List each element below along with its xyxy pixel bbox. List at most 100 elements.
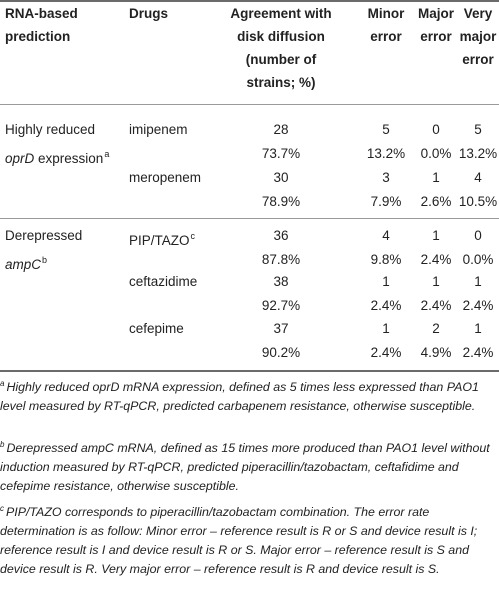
very-major-percent: 2.4% [462, 298, 494, 313]
very-major-error-cell: 4 10.5% [453, 166, 499, 214]
major-error-cell: 2 4.9% [415, 317, 457, 365]
group-label-line: Highly reduced [5, 122, 96, 137]
agreement-count: 38 [273, 274, 289, 289]
major-count: 2 [432, 321, 440, 336]
drug-name: meropenem [129, 170, 202, 185]
group-label-line: Derepressed [5, 228, 83, 243]
header-minor-error: Minor error [360, 2, 412, 48]
very-major-error-cell: 1 2.4% [453, 270, 499, 318]
footnote-mark: a [104, 149, 110, 159]
agreement-count: 37 [273, 321, 289, 336]
major-percent: 2.4% [420, 298, 452, 313]
header-very-major-line: major [459, 29, 497, 44]
footnote-text: Derepressed ampC mRNA, defined as 15 tim… [0, 441, 490, 493]
very-major-error-cell: 0 0.0% [453, 224, 499, 272]
header-agreement-line: (number of [245, 52, 317, 67]
minor-count: 5 [382, 122, 390, 137]
group-label-oprd: Highly reduced oprD expressiona [5, 118, 109, 171]
header-drugs: Drugs [129, 2, 168, 25]
agreement-cell: 38 92.7% [210, 270, 352, 318]
very-major-count: 0 [474, 228, 482, 243]
drug-name: PIP/TAZOc [129, 224, 195, 253]
minor-error-cell: 5 13.2% [360, 118, 412, 166]
agreement-percent: 78.9% [261, 194, 301, 209]
header-very-major-line: error [462, 52, 494, 67]
footnote-b: b Derepressed ampC mRNA, defined as 15 ti… [0, 436, 499, 496]
major-error-cell: 1 2.4% [415, 224, 457, 272]
agreement-percent: 90.2% [261, 345, 301, 360]
header-drugs-label: Drugs [129, 6, 169, 21]
footnote-mark: c [190, 231, 196, 241]
minor-percent: 13.2% [366, 146, 406, 161]
header-major-error: Major error [415, 2, 457, 48]
agreement-percent: 87.8% [261, 252, 301, 267]
header-prediction-line: RNA-based [5, 6, 78, 21]
very-major-count: 4 [474, 170, 482, 185]
header-very-major-error: Very major error [453, 2, 499, 71]
very-major-count: 1 [474, 274, 482, 289]
agreement-cell: 28 73.7% [210, 118, 352, 166]
header-agreement-line: strains; %) [246, 75, 316, 90]
gene-name: oprD [5, 151, 35, 166]
group-label-ampc: Derepressed ampCb [5, 224, 82, 277]
agreement-count: 28 [273, 122, 289, 137]
header-rule [0, 104, 499, 105]
agreement-count: 36 [273, 228, 289, 243]
footnote-mark: c [0, 504, 4, 513]
minor-percent: 2.4% [370, 345, 402, 360]
group-label-rest: expression [34, 151, 104, 166]
very-major-percent: 2.4% [462, 345, 494, 360]
major-percent: 2.4% [420, 252, 452, 267]
header-minor-line: Minor [367, 6, 405, 21]
very-major-percent: 10.5% [458, 194, 498, 209]
minor-percent: 7.9% [370, 194, 402, 209]
major-percent: 0.0% [420, 146, 452, 161]
header-major-line: error [420, 29, 452, 44]
minor-count: 4 [382, 228, 390, 243]
major-percent: 4.9% [420, 345, 452, 360]
group-label-line: ampCb [5, 248, 82, 277]
header-minor-line: error [370, 29, 402, 44]
footnote-text: Highly reduced oprD mRNA expression, def… [0, 380, 479, 413]
major-count: 1 [432, 170, 440, 185]
group-label-line: oprD expressiona [5, 142, 109, 171]
very-major-count: 1 [474, 321, 482, 336]
drug-name: cefepime [129, 321, 184, 336]
footnote-mark: a [0, 379, 5, 388]
header-agreement: Agreement with disk diffusion (number of… [210, 2, 352, 94]
group-rule [0, 218, 499, 219]
minor-error-cell: 1 2.4% [360, 317, 412, 365]
header-very-major-line: Very [463, 6, 493, 21]
header-agreement-line: disk diffusion [237, 29, 325, 44]
top-rule [0, 0, 499, 2]
major-count: 1 [432, 228, 440, 243]
bottom-rule [0, 370, 499, 372]
agreement-cell: 37 90.2% [210, 317, 352, 365]
drug-name: imipenem [129, 122, 188, 137]
minor-percent: 9.8% [370, 252, 402, 267]
agreement-count: 30 [273, 170, 289, 185]
minor-count: 1 [382, 321, 390, 336]
drug-name: ceftazidime [129, 274, 198, 289]
minor-percent: 2.4% [370, 298, 402, 313]
very-major-percent: 0.0% [462, 252, 494, 267]
header-agreement-line: Agreement with [230, 6, 332, 21]
major-error-cell: 1 2.4% [415, 270, 457, 318]
footnote-mark: b [0, 440, 5, 449]
agreement-percent: 92.7% [261, 298, 301, 313]
major-count: 1 [432, 274, 440, 289]
footnote-a: a Highly reduced oprD mRNA expression, de… [0, 375, 499, 416]
drug-label: PIP/TAZO [129, 233, 190, 248]
major-count: 0 [432, 122, 440, 137]
minor-count: 3 [382, 170, 390, 185]
minor-error-cell: 4 9.8% [360, 224, 412, 272]
very-major-count: 5 [474, 122, 482, 137]
very-major-percent: 13.2% [458, 146, 498, 161]
minor-error-cell: 1 2.4% [360, 270, 412, 318]
footnote-text: PIP/TAZO corresponds to piperacillin/taz… [0, 505, 478, 576]
minor-error-cell: 3 7.9% [360, 166, 412, 214]
agreement-percent: 73.7% [261, 146, 301, 161]
minor-count: 1 [382, 274, 390, 289]
header-prediction-line: prediction [5, 29, 71, 44]
footnote-c: c PIP/TAZO corresponds to piperacillin/ta… [0, 500, 499, 579]
